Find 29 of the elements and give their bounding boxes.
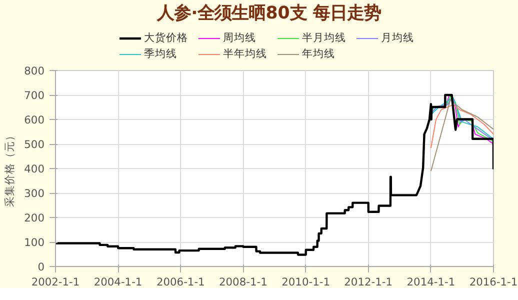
line-series: [56, 94, 494, 256]
y-tick-label: 800: [24, 64, 45, 78]
legend-label: 周均线: [223, 31, 257, 45]
y-tick-label: 200: [24, 212, 45, 224]
legend-label: 大货价格: [144, 31, 189, 45]
y-axis-title: 采集价格（元）: [3, 130, 16, 207]
y-tick-label: 500: [24, 138, 45, 151]
line-series: [430, 104, 494, 148]
x-tick-label: 2016-1-1: [469, 276, 518, 288]
legend-label: 月均线: [381, 31, 415, 45]
line-series: [430, 99, 494, 172]
legend-label: 季均线: [144, 47, 178, 61]
y-tick-label: 600: [24, 114, 45, 126]
legend-label: 半年均线: [223, 47, 268, 61]
y-tick-label: 100: [24, 236, 45, 249]
y-tick-label: 0: [38, 260, 45, 274]
x-tick-label: 2012-1-1: [344, 276, 393, 288]
y-tick-label: 700: [24, 89, 45, 102]
y-tick-label: 400: [24, 162, 45, 176]
chart-title: 人参·全须生晒80支 每日走势: [156, 4, 381, 24]
x-tick-label: 2006-1-1: [156, 276, 205, 288]
legend-label: 半月均线: [302, 31, 347, 45]
legend-label: 年均线: [302, 47, 336, 61]
x-tick-label: 2014-1-1: [406, 276, 456, 288]
x-tick-label: 2002-1-1: [31, 276, 80, 288]
x-tick-label: 2008-1-1: [219, 276, 268, 288]
x-tick-label: 2004-1-1: [94, 276, 142, 288]
y-tick-label: 300: [24, 187, 45, 200]
x-tick-label: 2010-1-1: [282, 276, 330, 288]
